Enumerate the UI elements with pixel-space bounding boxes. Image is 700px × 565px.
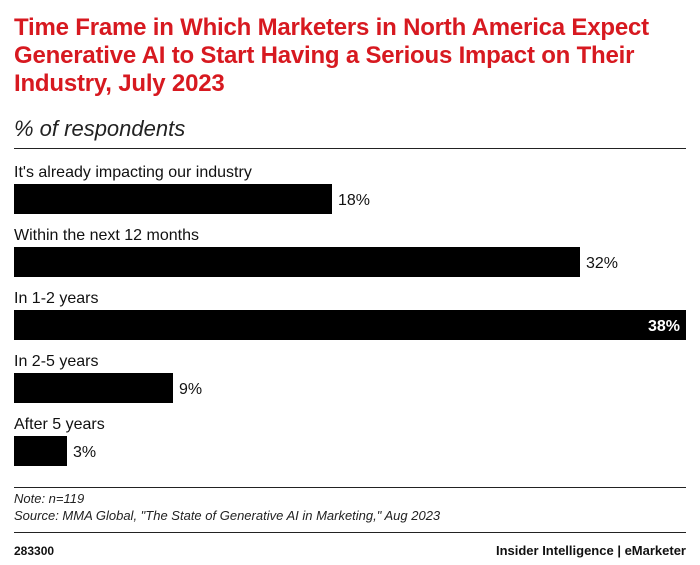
category-label: In 1-2 years (14, 290, 98, 307)
category-label: After 5 years (14, 416, 105, 433)
chart-subtitle: % of respondents (14, 116, 186, 141)
category-label: In 2-5 years (14, 353, 98, 370)
bar (14, 310, 686, 340)
value-label: 3% (73, 444, 96, 461)
brand-label: Insider Intelligence | eMarketer (495, 543, 686, 558)
note-text: Note: n=119 (14, 491, 85, 506)
chart-id: 283300 (14, 544, 55, 558)
value-label: 38% (648, 318, 680, 335)
bar (14, 247, 580, 277)
bar (14, 184, 332, 214)
category-label: Within the next 12 months (14, 227, 199, 244)
footer-divider (14, 532, 686, 533)
top-divider (14, 148, 686, 149)
value-label: 9% (179, 381, 202, 398)
bar (14, 436, 67, 466)
bar (14, 373, 173, 403)
source-text: Source: MMA Global, "The State of Genera… (14, 508, 441, 523)
chart-title: Time Frame in Which Marketers in North A… (14, 14, 649, 97)
value-label: 32% (586, 255, 618, 272)
value-label: 18% (338, 192, 370, 209)
notes-divider (14, 487, 686, 488)
category-label: It's already impacting our industry (14, 164, 252, 181)
